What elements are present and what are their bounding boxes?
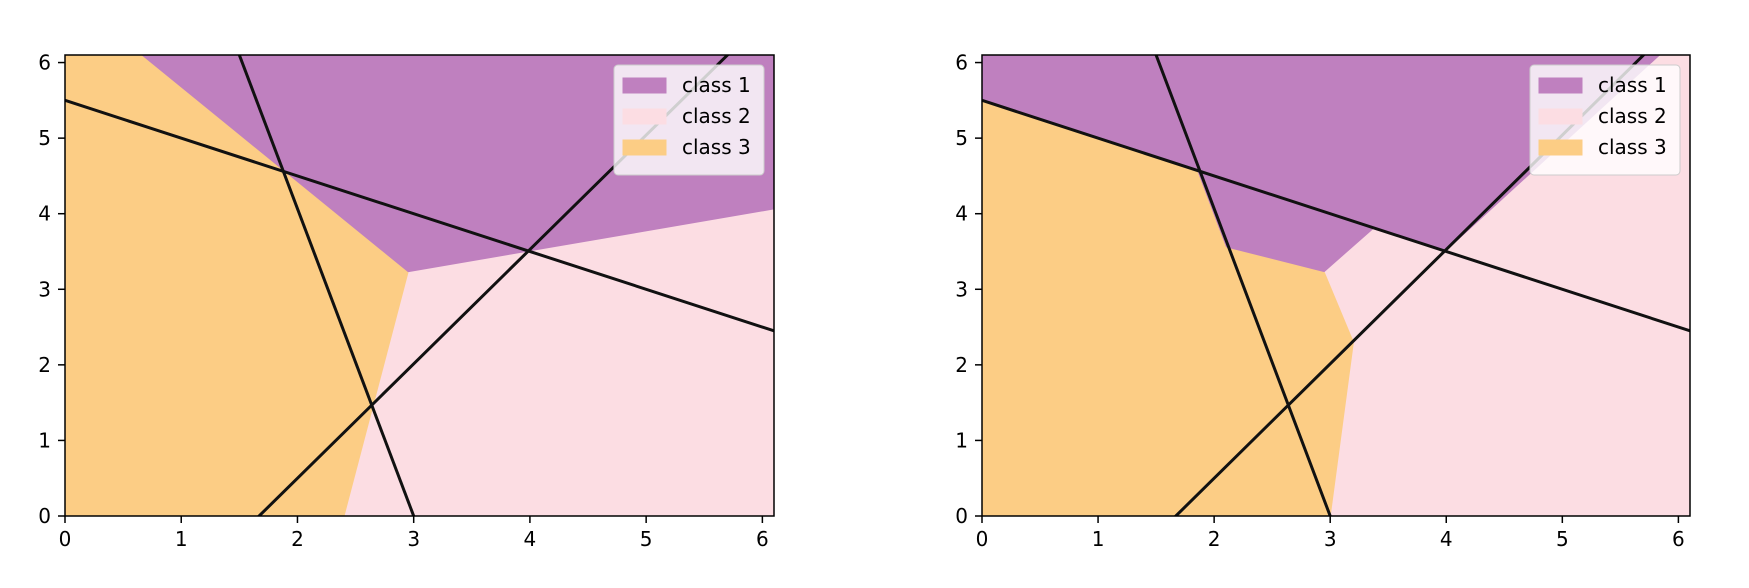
legend-swatch-class-2 [1538,108,1583,125]
x-tick-label: 0 [59,527,72,551]
x-tick-label: 4 [524,527,537,551]
separating-line-2 [1154,55,1332,516]
x-tick-label: 3 [407,527,420,551]
legend-label-class-1: class 1 [1598,73,1667,97]
axes-frame [981,54,1691,517]
axes-frame [64,54,775,517]
y-tick-label: 1 [955,428,968,452]
legend-label-class-3: class 3 [682,135,751,159]
y-tick-label: 3 [38,277,51,301]
x-tick-label: 4 [1440,527,1453,551]
legend-label-class-2: class 2 [1598,104,1667,128]
y-tick-label: 2 [38,353,51,377]
y-tick-label: 2 [955,353,968,377]
x-tick-label: 2 [291,527,304,551]
chart-2: 0 1 2 3 4 5 6 0 1 2 3 4 5 6 class 1 class 2 class 3 [955,51,1691,551]
x-tick-label: 3 [1324,527,1337,551]
x-tick-label: 6 [756,527,769,551]
legend-swatch-class-3 [622,139,667,156]
x-tick-label: 0 [976,527,989,551]
x-tick-label: 1 [175,527,188,551]
y-tick-label: 3 [955,277,968,301]
legend-label-class-2: class 2 [682,104,751,128]
x-tick-label: 1 [1092,527,1105,551]
x-tick-label: 2 [1208,527,1221,551]
y-tick-label: 6 [955,51,968,75]
x-tick-label: 5 [640,527,653,551]
chart-1: 0 1 2 3 4 5 6 0 1 2 3 4 5 6 class 1 class 2 class 3 [38,51,775,551]
legend-label-class-1: class 1 [682,73,751,97]
y-tick-label: 5 [38,126,51,150]
separating-line-1 [65,98,774,333]
legend-label-class-3: class 3 [1598,135,1667,159]
legend-swatch-class-3 [1538,139,1583,156]
legend-swatch-class-1 [1538,77,1583,94]
separating-line-1 [982,98,1690,333]
y-tick-label: 0 [38,504,51,528]
legend-swatch-class-1 [622,77,667,94]
legend: class 1 class 2 class 3 [613,64,765,176]
legend: class 1 class 2 class 3 [1529,64,1681,176]
region-class-3 [65,55,409,516]
y-tick-label: 5 [955,126,968,150]
x-tick-label: 5 [1556,527,1569,551]
y-tick-label: 0 [955,504,968,528]
y-tick-label: 1 [38,428,51,452]
legend-swatch-class-2 [622,108,667,125]
separating-line-2 [237,55,416,516]
y-tick-label: 4 [38,202,51,226]
y-tick-label: 6 [38,51,51,75]
x-tick-label: 6 [1672,527,1685,551]
y-tick-label: 4 [955,202,968,226]
